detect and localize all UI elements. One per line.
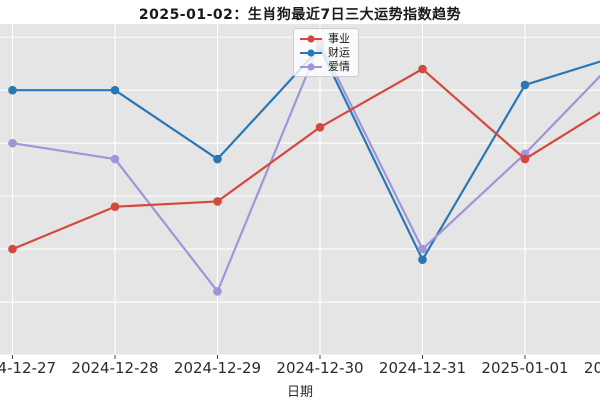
legend-label: 事业	[328, 32, 350, 45]
data-point-财运	[110, 85, 120, 95]
legend: 事业 财运 爱情	[293, 28, 359, 77]
data-point-爱情	[418, 244, 427, 254]
legend-label: 财运	[328, 46, 350, 59]
legend-item-1[interactable]: 财运	[299, 46, 350, 59]
x-tick-label: 2024-12-28	[71, 359, 159, 377]
chart-title: 2025-01-02：生肖狗最近7日三大运势指数趋势	[138, 7, 462, 23]
data-point-事业	[315, 122, 325, 132]
plot-background	[0, 24, 600, 355]
data-point-财运	[213, 154, 222, 164]
data-point-财运	[418, 255, 427, 264]
legend-line-marker-icon	[300, 34, 322, 43]
x-tick-label: 2025-01-02	[583, 359, 600, 377]
data-point-爱情	[8, 138, 17, 148]
legend-item-0[interactable]: 事业	[299, 32, 350, 45]
x-tick-label: 2024-12-29	[173, 359, 262, 377]
data-point-事业	[8, 244, 17, 254]
data-point-爱情	[110, 154, 120, 164]
data-point-事业	[213, 197, 222, 206]
data-point-事业	[520, 154, 530, 164]
data-point-事业	[418, 64, 427, 74]
data-point-财运	[520, 80, 530, 90]
x-tick-label: 2025-01-01	[481, 359, 569, 377]
data-point-财运	[8, 85, 17, 95]
legend-label: 爱情	[328, 60, 350, 73]
x-axis-label: 日期	[286, 385, 313, 400]
data-point-爱情	[213, 287, 222, 296]
x-tick-label: 2024-12-31	[378, 359, 467, 377]
x-tick-label: 2024-12-30	[276, 359, 364, 377]
legend-line-marker-icon	[300, 62, 322, 71]
data-point-事业	[110, 202, 120, 212]
legend-line-marker-icon	[300, 48, 322, 57]
x-tick-label: 2024-12-27	[0, 359, 57, 377]
legend-item-2[interactable]: 爱情	[299, 60, 350, 73]
